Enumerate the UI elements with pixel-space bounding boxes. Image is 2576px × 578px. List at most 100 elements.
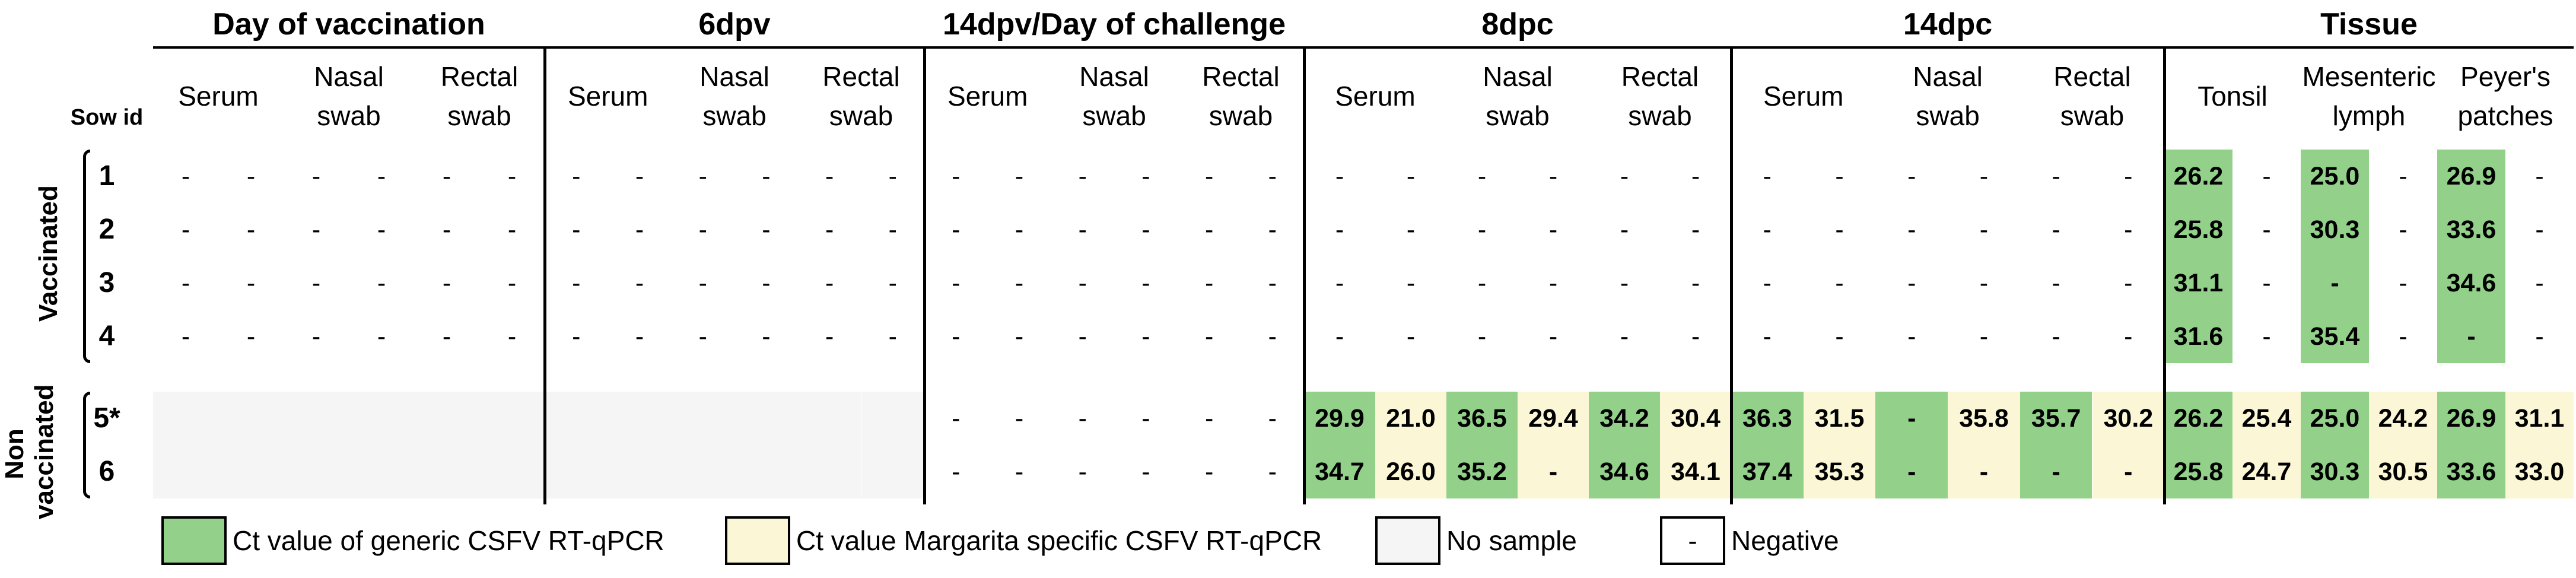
result-cell: - [507, 322, 517, 351]
result-cell: - [1620, 162, 1629, 190]
result-cell: 35.3 [1803, 445, 1876, 498]
result-cell: 34.1 [1660, 445, 1731, 498]
result-cell: - [377, 269, 386, 297]
result-cell: - [1141, 215, 1150, 244]
result-cell: - [888, 215, 897, 244]
result-cell: - [1204, 269, 1214, 297]
result-cell: - [1141, 322, 1150, 351]
result-cell: - [1406, 322, 1416, 351]
sow-id: 1 [98, 160, 115, 192]
result-cell: - [1548, 269, 1558, 297]
legend-label-no-sample: No sample [1446, 525, 1577, 556]
result-cell: - [2535, 322, 2544, 351]
result-cell [414, 392, 479, 445]
result-cell: 35.2 [1446, 445, 1518, 498]
result-cell [671, 445, 735, 498]
result-cell: - [888, 322, 897, 351]
sow-id-label: Sow id [70, 105, 144, 130]
result-cell: 33.6 [2437, 445, 2505, 498]
result-cell: - [2262, 269, 2271, 297]
result-cell [734, 392, 798, 445]
sample-type-header: Serum [947, 81, 1028, 112]
result-cell: - [1620, 269, 1629, 297]
result-cell: - [442, 162, 451, 190]
result-cell: - [698, 269, 707, 297]
result-cell: - [952, 404, 961, 433]
result-cell: - [1204, 215, 1214, 244]
result-cell: - [1763, 322, 1772, 351]
result-cell [153, 445, 218, 498]
result-cell: - [1204, 322, 1214, 351]
result-cell: - [698, 322, 707, 351]
result-cell: 26.9 [2437, 392, 2505, 445]
result-cell: - [1979, 322, 1989, 351]
result-cell: 31.1 [2505, 392, 2574, 445]
result-cell: - [1204, 458, 1214, 486]
result-cell: - [1335, 162, 1344, 190]
result-cell: - [1763, 215, 1772, 244]
result-cell: - [572, 322, 581, 351]
result-cell: 33.0 [2505, 445, 2574, 498]
legend-swatch-no-sample [1375, 516, 1440, 565]
result-cell: - [2124, 269, 2133, 297]
section-title-14dpc: 14dpc [1903, 7, 1993, 42]
result-cell: - [2262, 162, 2271, 190]
result-cell: - [507, 215, 517, 244]
sow-id: 3 [98, 267, 115, 298]
result-cell [545, 392, 608, 445]
result-cell: 31.1 [2164, 256, 2232, 310]
result-cell: - [1078, 458, 1087, 486]
result-cell: - [952, 269, 961, 297]
result-cell: 26.2 [2164, 150, 2232, 203]
result-cell: - [1979, 269, 1989, 297]
legend-negative-symbol: - [1688, 525, 1697, 556]
result-cell: - [1835, 269, 1844, 297]
result-cell: 35.8 [1948, 392, 2020, 445]
result-cell: - [1335, 322, 1344, 351]
section-title-6dpv: 6dpv [698, 7, 771, 42]
result-cell: - [1268, 458, 1277, 486]
result-cell: 25.0 [2301, 150, 2369, 203]
result-cell: - [1078, 215, 1087, 244]
result-cell: - [1518, 445, 1589, 498]
result-cell: - [1875, 445, 1948, 498]
sample-type-header: Serum [1335, 81, 1416, 112]
divider-1 [543, 46, 546, 504]
result-cell: - [1204, 404, 1214, 433]
result-cell: - [1477, 215, 1487, 244]
result-cell: - [825, 269, 834, 297]
result-cell: - [825, 215, 834, 244]
result-cell: - [952, 162, 961, 190]
result-cell [797, 445, 861, 498]
result-cell: 36.3 [1731, 392, 1804, 445]
result-cell: - [1620, 322, 1629, 351]
result-cell: - [1015, 458, 1024, 486]
result-cell: 30.3 [2301, 445, 2369, 498]
result-cell: - [2399, 215, 2408, 244]
sample-type-header: Nasal swab [1483, 61, 1553, 131]
result-cell: - [2399, 322, 2408, 351]
result-cell [284, 392, 349, 445]
result-cell: - [1763, 269, 1772, 297]
result-cell: - [698, 215, 707, 244]
sample-type-header: Nasal swab [699, 61, 769, 131]
result-cell: - [635, 162, 644, 190]
result-cell: - [181, 322, 190, 351]
result-cell: 31.5 [1803, 392, 1876, 445]
result-cell: - [1907, 322, 1916, 351]
result-cell: - [377, 322, 386, 351]
sample-type-header: Serum [567, 81, 648, 112]
result-cell [797, 392, 861, 445]
result-cell: - [2124, 162, 2133, 190]
result-cell: - [1548, 215, 1558, 244]
legend-label-generic: Ct value of generic CSFV RT-qPCR [233, 525, 664, 556]
result-cell [861, 445, 925, 498]
sample-type-header: Serum [178, 81, 259, 112]
result-cell: - [825, 322, 834, 351]
section-title-8dpc: 8dpc [1481, 7, 1554, 42]
result-cell: - [311, 322, 321, 351]
result-cell: - [311, 162, 321, 190]
result-cell: - [952, 458, 961, 486]
result-cell [284, 445, 349, 498]
result-cell: - [635, 269, 644, 297]
